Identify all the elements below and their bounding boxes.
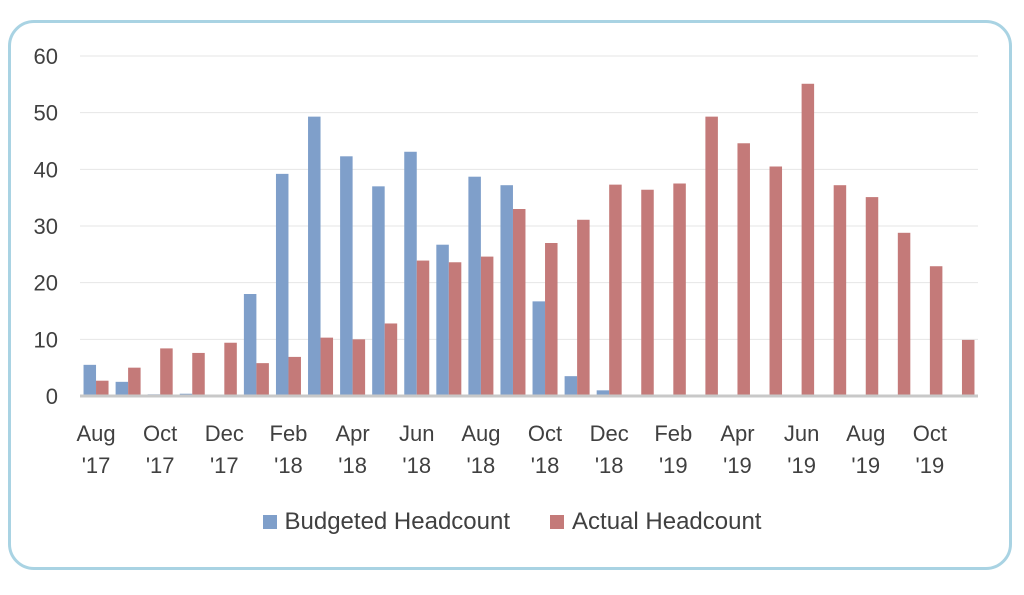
- bar-budgeted-7: [308, 116, 321, 396]
- bar-actual-5: [256, 363, 269, 396]
- legend-item-budgeted: Budgeted Headcount: [262, 508, 511, 536]
- bar-budgeted-14: [532, 301, 546, 396]
- legend-swatch-budgeted: [262, 515, 277, 529]
- x-tick-label: Aug: [846, 421, 885, 446]
- x-tick-label: '18: [595, 453, 624, 478]
- bar-actual-27: [961, 339, 975, 396]
- bar-actual-23: [833, 185, 847, 396]
- y-tick-label: 0: [46, 384, 58, 409]
- x-tick-label: Oct: [913, 421, 947, 446]
- x-tick-label: '18: [531, 453, 560, 478]
- bar-actual-2: [160, 348, 173, 396]
- bar-actual-11: [448, 262, 462, 396]
- x-tick-label: '17: [210, 453, 239, 478]
- bar-budgeted-8: [340, 156, 353, 396]
- bar-budgeted-12: [468, 176, 481, 396]
- bar-actual-12: [480, 256, 494, 396]
- bar-actual-3: [192, 352, 205, 396]
- x-tick-label: '18: [338, 453, 367, 478]
- legend-label-budgeted: Budgeted Headcount: [284, 508, 511, 535]
- x-tick-label: Dec: [590, 421, 629, 446]
- bar-budgeted-16: [596, 390, 610, 396]
- bar-actual-10: [416, 260, 430, 396]
- bar-actual-8: [352, 339, 366, 396]
- x-tick-label: '19: [851, 453, 880, 478]
- bar-actual-14: [545, 243, 558, 396]
- x-tick-label: Jun: [399, 421, 434, 446]
- bar-actual-15: [577, 219, 590, 396]
- x-tick-label: '18: [402, 453, 431, 478]
- y-tick-label: 50: [34, 101, 58, 126]
- y-tick-label: 10: [34, 327, 58, 352]
- y-tick-label: 30: [34, 214, 58, 239]
- bar-actual-13: [512, 209, 526, 396]
- bar-budgeted-9: [372, 186, 385, 396]
- x-tick-label: Apr: [335, 421, 369, 446]
- x-tick-label: '17: [146, 453, 175, 478]
- bar-budgeted-11: [436, 244, 449, 396]
- bar-actual-25: [897, 232, 911, 396]
- x-tick-label: Jun: [784, 421, 819, 446]
- x-tick-label: '18: [467, 453, 496, 478]
- bar-actual-9: [384, 323, 398, 396]
- bar-actual-7: [320, 337, 334, 396]
- bar-actual-17: [641, 189, 654, 396]
- y-tick-label: 40: [34, 157, 58, 182]
- x-tick-label: '19: [916, 453, 945, 478]
- bar-actual-24: [865, 197, 879, 396]
- bar-budgeted-5: [243, 294, 257, 396]
- x-tick-label: '18: [274, 453, 303, 478]
- bar-budgeted-10: [404, 151, 417, 396]
- legend-swatch-actual: [550, 515, 565, 529]
- x-tick-label: Apr: [720, 421, 754, 446]
- x-tick-label: Aug: [76, 421, 115, 446]
- x-tick-label: Oct: [528, 421, 562, 446]
- bar-actual-0: [96, 380, 109, 396]
- x-tick-label: Feb: [270, 421, 308, 446]
- y-tick-label: 60: [34, 44, 58, 69]
- bar-actual-1: [128, 367, 141, 396]
- bar-actual-16: [609, 184, 622, 396]
- legend-label-actual: Actual Headcount: [572, 508, 762, 535]
- bar-actual-4: [224, 342, 237, 396]
- bar-actual-18: [673, 183, 686, 396]
- bar-actual-22: [801, 83, 815, 397]
- legend-item-actual: Actual Headcount: [550, 508, 761, 536]
- bar-budgeted-1: [115, 381, 129, 396]
- bar-actual-20: [737, 143, 750, 396]
- bar-budgeted-6: [275, 173, 289, 396]
- x-tick-label: '17: [82, 453, 111, 478]
- x-tick-label: '19: [787, 453, 816, 478]
- bar-actual-19: [705, 116, 718, 396]
- x-tick-label: '19: [659, 453, 688, 478]
- bar-budgeted-15: [564, 376, 578, 396]
- x-tick-label: '19: [723, 453, 752, 478]
- bar-budgeted-0: [83, 364, 97, 396]
- bar-actual-21: [769, 166, 783, 396]
- bar-budgeted-13: [500, 185, 513, 396]
- bar-actual-6: [288, 356, 301, 396]
- x-tick-label: Feb: [654, 421, 692, 446]
- x-tick-label: Oct: [143, 421, 177, 446]
- y-tick-label: 20: [34, 271, 58, 296]
- bar-actual-26: [929, 266, 943, 396]
- x-tick-label: Aug: [461, 421, 500, 446]
- legend: Budgeted Headcount Actual Headcount: [0, 508, 1024, 536]
- x-tick-label: Dec: [205, 421, 244, 446]
